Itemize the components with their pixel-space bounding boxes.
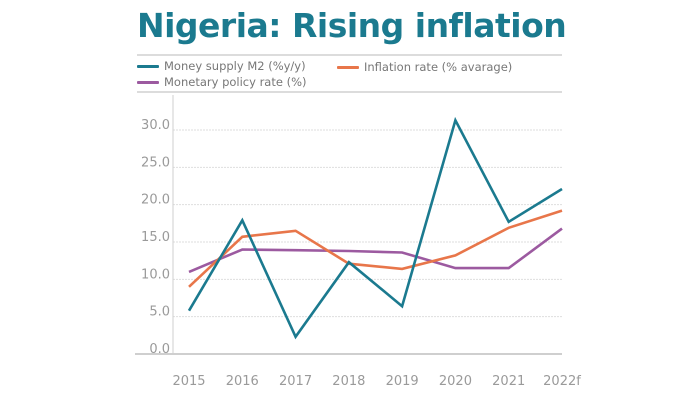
x-tick-label: 2018 [332,374,365,389]
legend-label-policy-rate: Monetary policy rate (%) [164,75,307,89]
x-tick-label: 2017 [279,374,312,389]
x-tick-label: 2015 [172,374,205,389]
legend-swatch-policy-rate [137,80,159,84]
legend-swatch-money-supply [137,64,159,68]
x-tick-label: 2016 [226,374,259,389]
y-tick-label: 20.0 [141,193,170,208]
y-tick-label: 5.0 [149,305,170,320]
legend-swatch-inflation [337,65,359,69]
series-layer [187,116,563,340]
axis-layer [135,95,562,355]
chart-title: Nigeria: Rising inflation [137,6,567,45]
legend-label-money-supply: Money supply M2 (%y/y) [164,59,306,73]
legend-item-money-supply: Money supply M2 (%y/y) [137,59,306,73]
legend-divider [137,91,562,93]
x-tick-label: 2019 [386,374,419,389]
series-line-money-supply [187,116,563,340]
y-tick-label: 30.0 [141,118,170,133]
x-tick-label: 2021 [492,374,525,389]
y-tick-label: 25.0 [141,155,170,170]
legend-item-policy-rate: Monetary policy rate (%) [137,75,307,89]
y-tick-label: 15.0 [141,230,170,245]
label-layer: 0.0 5.0 10.0 15.0 20.0 25.0 30.0 2015 2016 2017 20… [141,118,581,389]
x-tick-label: 2022f [543,374,581,389]
grid-layer [173,129,562,318]
y-tick-label: 0.0 [149,342,170,357]
series-line-inflation [188,209,563,288]
legend-label-inflation: Inflation rate (% avarage) [364,60,513,74]
title-divider [137,54,562,56]
legend-item-inflation: Inflation rate (% avarage) [337,60,512,74]
y-tick-label: 10.0 [141,267,170,282]
x-tick-label: 2020 [439,374,472,389]
series-line-policy-rate [188,227,563,274]
